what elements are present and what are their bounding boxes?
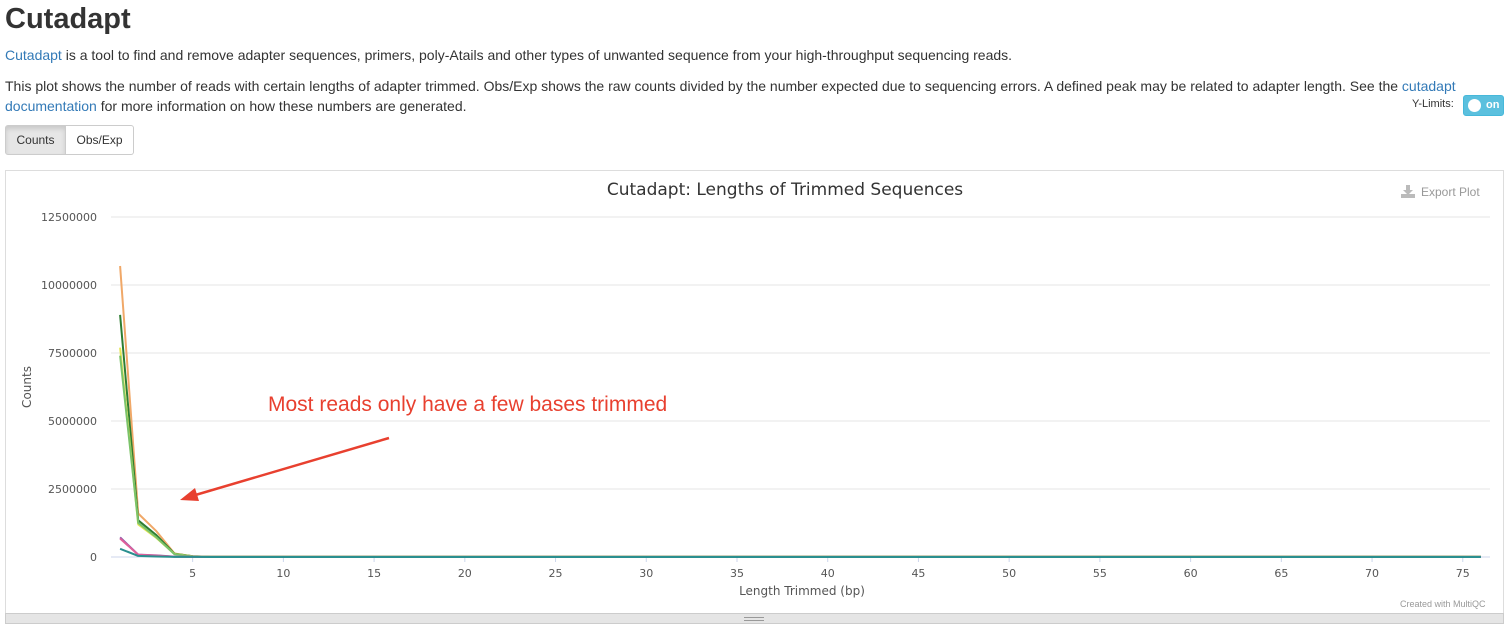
export-plot-label: Export Plot [1421, 185, 1480, 199]
intro-paragraph: Cutadapt is a tool to find and remove ad… [5, 45, 1012, 65]
annotation-arrow [180, 436, 390, 501]
grip-icon [744, 617, 764, 621]
x-tick-label: 65 [1274, 567, 1288, 580]
series-line-5 [119, 536, 1481, 558]
series-line-6 [119, 537, 1481, 558]
x-tick-label: 25 [549, 567, 563, 580]
resize-handle[interactable] [5, 613, 1504, 624]
credits: Created with MultiQC [1400, 599, 1486, 609]
download-icon [1401, 185, 1415, 198]
series-line-2 [119, 314, 1481, 558]
x-tick-label: 70 [1365, 567, 1379, 580]
grid-lines [111, 216, 1490, 558]
page-title: Cutadapt [5, 3, 131, 35]
y-tick-label: 0 [90, 551, 97, 564]
y-limits-label: Y-Limits: [1412, 98, 1454, 110]
y-tick-label: 5000000 [48, 415, 97, 428]
toggle-knob [1468, 99, 1481, 112]
plot-type-tabs: Counts Obs/Exp [5, 125, 134, 155]
export-plot-button[interactable]: Export Plot [1400, 185, 1480, 199]
x-tick-label: 30 [639, 567, 653, 580]
cutadapt-documentation-link[interactable]: cutadapt documentation [5, 78, 1456, 114]
tab-counts[interactable]: Counts [5, 125, 66, 155]
x-tick-label: 75 [1456, 567, 1470, 580]
description-paragraph: This plot shows the number of reads with… [5, 76, 1495, 116]
y-limits-toggle[interactable]: on [1463, 95, 1504, 116]
intro-text: is a tool to find and remove adapter seq… [61, 47, 1013, 63]
x-tick-label: 35 [730, 567, 744, 580]
toggle-state-label: on [1486, 99, 1500, 111]
x-tick-label: 40 [821, 567, 835, 580]
x-tick-label: 50 [1002, 567, 1016, 580]
x-tick-label: 45 [911, 567, 925, 580]
x-tick-label: 20 [458, 567, 472, 580]
y-tick-label: 2500000 [48, 483, 97, 496]
series-lines [119, 265, 1481, 558]
y-tick-labels: 0 2500000 5000000 7500000 10000000 12500000 [41, 211, 97, 564]
y-tick-label: 10000000 [41, 279, 97, 292]
y-tick-label: 7500000 [48, 347, 97, 360]
tab-obs-exp[interactable]: Obs/Exp [66, 125, 134, 155]
description-text: This plot shows the number of reads with… [5, 78, 1402, 94]
x-tick-label: 60 [1184, 567, 1198, 580]
annotation-text: Most reads only have a few bases trimmed [268, 393, 668, 416]
x-tick-label: 10 [276, 567, 290, 580]
x-tick-labels: 5 10 15 20 25 30 35 40 45 50 55 60 65 70 75 [189, 557, 1470, 580]
x-tick-label: 55 [1093, 567, 1107, 580]
series-line-7 [119, 547, 1481, 558]
x-axis-label: Length Trimmed (bp) [739, 584, 865, 598]
series-line-3 [119, 347, 1481, 558]
x-tick-label: 5 [189, 567, 196, 580]
x-tick-label: 15 [367, 567, 381, 580]
y-axis-label: Counts [20, 366, 34, 408]
cutadapt-link[interactable]: Cutadapt [5, 47, 62, 63]
description-text-end: for more information on how these number… [96, 98, 467, 114]
y-tick-label: 12500000 [41, 211, 97, 224]
chart-title: Cutadapt: Lengths of Trimmed Sequences [607, 180, 963, 200]
